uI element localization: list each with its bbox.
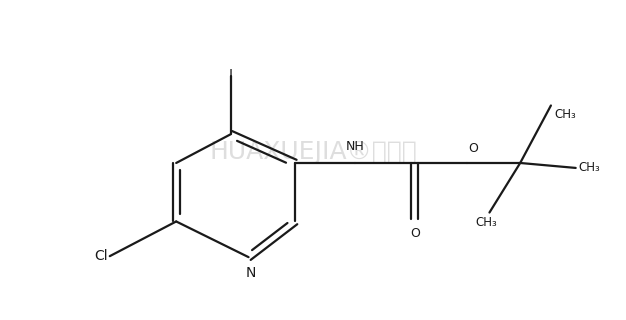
Text: O: O — [410, 228, 420, 240]
Text: O: O — [469, 142, 478, 155]
Text: N: N — [245, 266, 256, 280]
Text: I: I — [228, 68, 233, 82]
Text: HUAXUEJIA®化学网: HUAXUEJIA®化学网 — [209, 140, 417, 164]
Text: NH: NH — [346, 140, 364, 153]
Text: CH₃: CH₃ — [554, 108, 576, 122]
Text: Cl: Cl — [94, 249, 108, 263]
Text: CH₃: CH₃ — [578, 161, 600, 174]
Text: CH₃: CH₃ — [476, 215, 497, 228]
